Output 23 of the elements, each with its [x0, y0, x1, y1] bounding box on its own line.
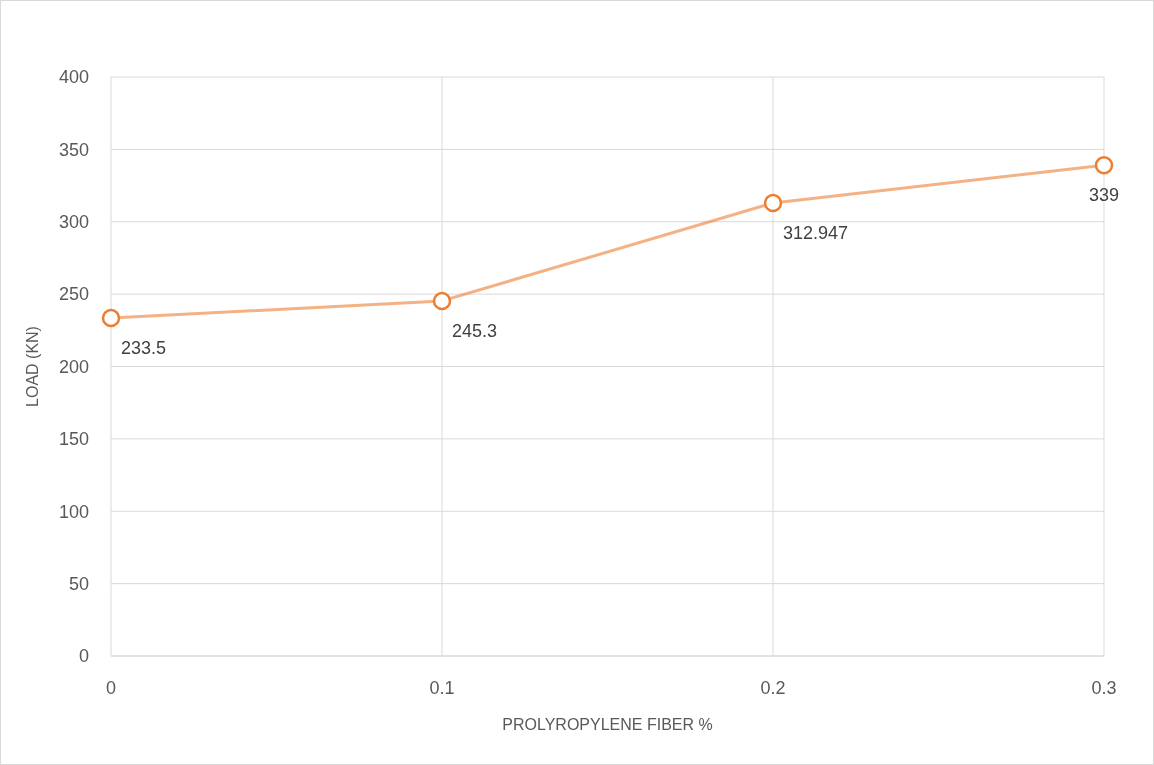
x-axis-title: PROLYROPYLENE FIBER %	[502, 716, 713, 733]
x-tick-label: 0	[105, 678, 117, 698]
y-axis-title: LOAD (KN)	[24, 326, 41, 407]
x-tick-label: 0.1	[429, 678, 455, 698]
point	[101, 308, 121, 328]
x-tick-label: 0.2	[760, 678, 786, 698]
y-tick-label: 150	[58, 429, 89, 450]
x-tick-label: 0.3	[1091, 678, 1117, 698]
y-tick-label: 350	[58, 139, 89, 160]
y-tick-label: 400	[58, 67, 89, 88]
data-label: 233.5	[121, 338, 167, 359]
y-tick-label: 200	[58, 356, 89, 377]
point	[432, 291, 452, 311]
y-tick-label: 0	[78, 646, 89, 667]
y-tick-label: 100	[58, 501, 89, 522]
data-label: 312.947	[783, 223, 849, 244]
y-tick-label: 50	[68, 573, 89, 594]
data-label: 245.3	[452, 320, 498, 341]
point	[1094, 156, 1114, 175]
point	[763, 193, 783, 213]
y-tick-label: 300	[58, 212, 89, 233]
data-label: 339	[1088, 185, 1120, 206]
y-tick-label: 250	[58, 284, 89, 305]
